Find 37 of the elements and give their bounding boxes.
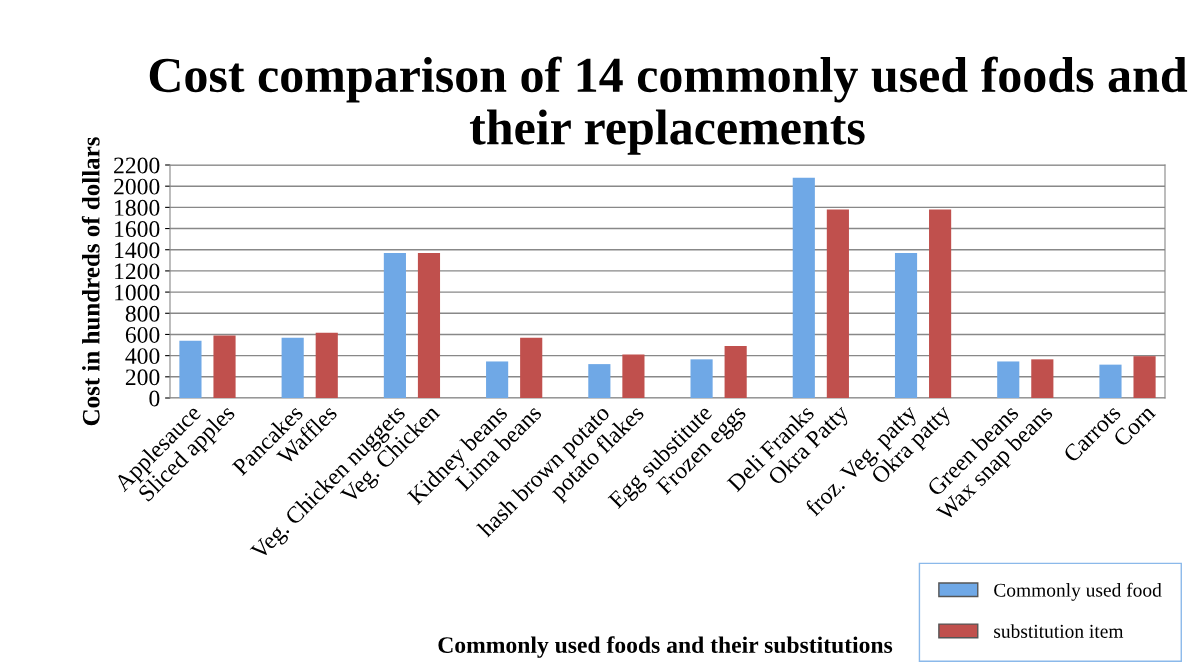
bar (417, 252, 441, 398)
bar (997, 361, 1020, 398)
bar (724, 346, 747, 398)
x-axis-title: Commonly used foods and their substitutions (438, 636, 893, 658)
y-tick-label: 0 (149, 390, 160, 407)
bar (213, 335, 236, 398)
y-tick-label: 2200 (114, 157, 160, 174)
y-tick-label: 600 (125, 326, 160, 343)
bar (690, 359, 713, 398)
y-tick-label: 400 (125, 348, 160, 365)
bar (1031, 359, 1054, 398)
y-tick-label: 2000 (114, 178, 160, 195)
bar (826, 209, 849, 398)
y-tick-label: 1200 (115, 263, 160, 280)
y-axis-title: Cost in hundreds of dollars (81, 137, 100, 426)
bar (1133, 356, 1156, 398)
y-tick-label: 1000 (115, 284, 160, 301)
y-tick-label: 200 (125, 369, 160, 386)
legend-label: substitution item (994, 624, 1124, 638)
chart-title: Cost comparison of 14 commonly used foods and their replacements (149, 56, 1188, 155)
bar (929, 209, 952, 398)
bar (179, 340, 202, 398)
bar (622, 354, 645, 398)
bar (315, 332, 338, 398)
bar (894, 252, 918, 398)
y-tick-label: 1800 (115, 199, 160, 216)
bar (792, 177, 815, 398)
bar (588, 364, 611, 398)
bar (281, 337, 304, 398)
bar (486, 361, 509, 398)
legend-label: Commonly used food (994, 582, 1162, 601)
bar (383, 252, 406, 398)
y-tick-label: 1600 (115, 221, 160, 237)
bar (1099, 364, 1122, 398)
bar (520, 337, 543, 398)
y-tick-label: 1400 (115, 242, 160, 259)
y-tick-label: 800 (125, 305, 160, 322)
